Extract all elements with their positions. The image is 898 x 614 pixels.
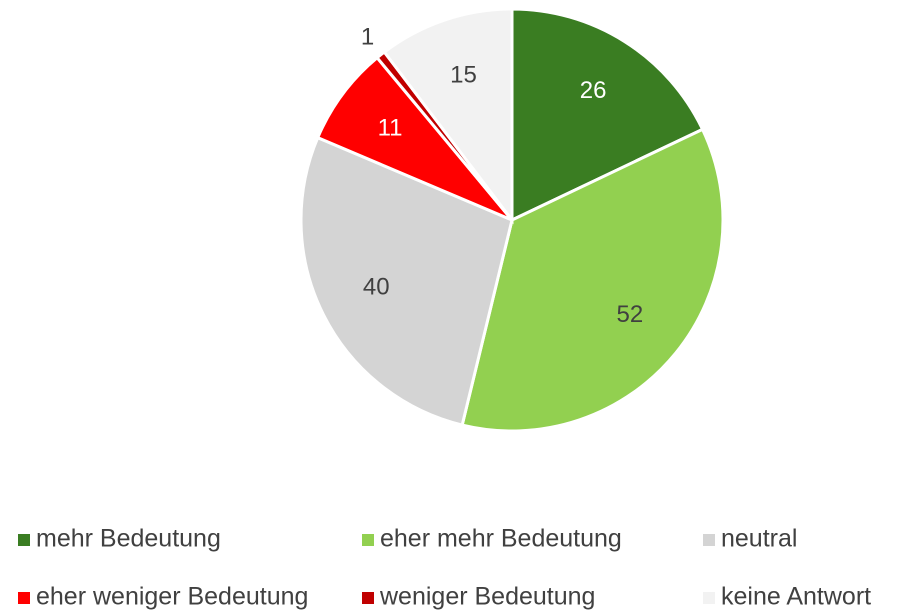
legend-label: eher mehr Bedeutung xyxy=(380,525,622,553)
data-label: 52 xyxy=(617,301,644,328)
data-label: 26 xyxy=(580,77,607,104)
data-label: 1 xyxy=(361,24,374,51)
data-label: 11 xyxy=(378,115,403,142)
legend: mehr Bedeutung eher mehr Bedeutung neutral… xyxy=(18,525,871,611)
legend-label: eher weniger Bedeutung xyxy=(36,583,308,611)
legend-swatch xyxy=(362,534,374,546)
pie-slice xyxy=(299,135,514,427)
pie-slice xyxy=(382,7,514,225)
data-label: 15 xyxy=(450,61,477,88)
data-label: 40 xyxy=(363,274,390,301)
legend-label: keine Antwort xyxy=(721,583,871,611)
legend-label: mehr Bedeutung xyxy=(36,525,221,553)
legend-swatch xyxy=(362,592,374,604)
legend-swatch xyxy=(703,592,715,604)
legend-label: weniger Bedeutung xyxy=(379,583,595,611)
pie-slice xyxy=(460,127,725,433)
pie-slice xyxy=(510,7,705,223)
legend-swatch xyxy=(18,534,30,546)
legend-swatch xyxy=(703,534,715,546)
pie-slice xyxy=(315,55,514,222)
legend-label: neutral xyxy=(721,525,797,553)
legend-swatch xyxy=(18,592,30,604)
